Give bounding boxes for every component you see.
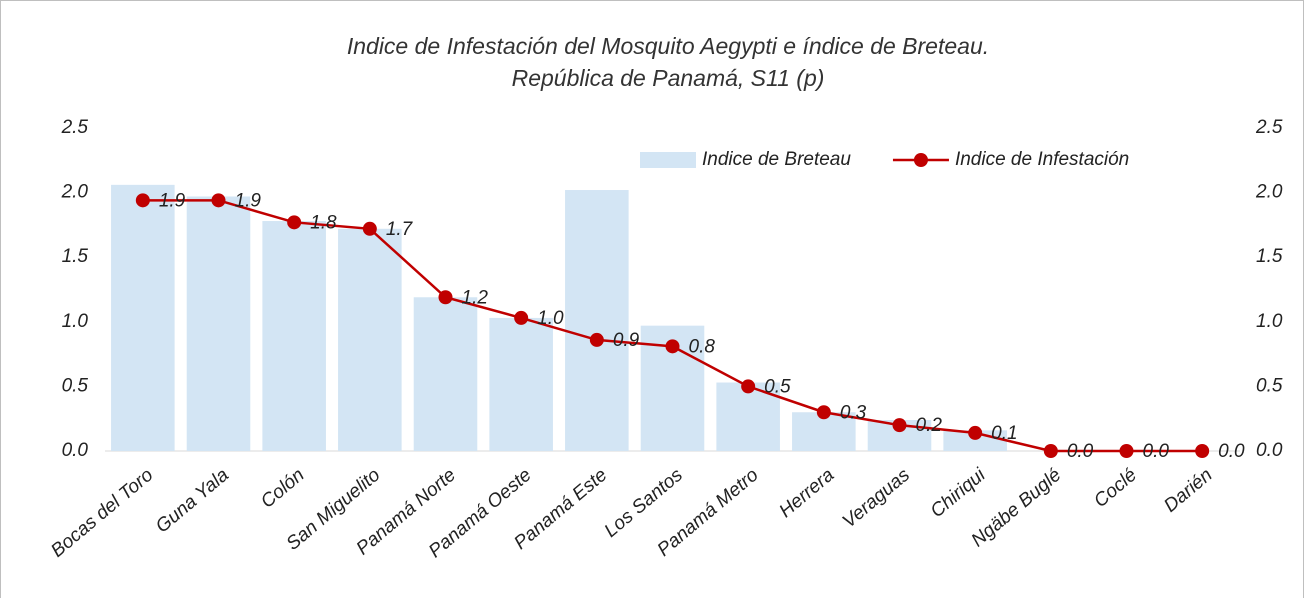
y2-tick-label: 0.5: [1256, 375, 1283, 396]
bar: [565, 190, 629, 452]
line-marker: [438, 290, 453, 305]
line-marker: [1195, 444, 1210, 458]
y2-tick-label: 0.0: [1256, 440, 1283, 461]
data-label: 0.8: [689, 336, 716, 357]
y2-tick-label: 2.5: [1255, 117, 1283, 138]
y-tick-label: 1.0: [62, 311, 89, 332]
line-marker: [665, 339, 680, 354]
data-label: 1.9: [159, 190, 186, 211]
bar: [338, 228, 402, 451]
bar: [186, 196, 251, 451]
y2-tick-label: 1.0: [1256, 311, 1283, 332]
data-label: 1.8: [310, 212, 337, 233]
bar: [413, 297, 478, 451]
data-label: 0.5: [764, 376, 791, 397]
line-marker: [589, 332, 604, 347]
chart-title: Indice de Infestación del Mosquito Aegyp…: [347, 33, 989, 59]
data-label: 0.0: [1143, 441, 1170, 462]
legend-swatch: [640, 152, 696, 168]
legend-label: Indice de Infestación: [955, 149, 1129, 170]
data-label: 0.3: [840, 402, 867, 423]
data-label: 1.2: [462, 287, 489, 308]
line-marker: [892, 418, 907, 433]
y-tick-label: 0.5: [62, 375, 89, 396]
legend-label: Indice de Breteau: [702, 149, 851, 170]
chart-subtitle: República de Panamá, S11 (p): [512, 65, 825, 91]
bar: [489, 317, 553, 451]
y2-tick-label: 1.5: [1256, 246, 1283, 267]
bar: [111, 184, 175, 451]
line-marker: [362, 221, 377, 236]
data-label: 0.2: [916, 415, 943, 436]
line-marker: [1043, 444, 1058, 458]
line-marker: [211, 193, 226, 208]
line-marker: [287, 215, 302, 230]
y-tick-label: 2.5: [61, 117, 89, 138]
bar: [262, 221, 326, 451]
line-marker: [968, 425, 983, 440]
y-tick-label: 1.5: [62, 246, 89, 267]
line-marker: [1119, 444, 1134, 458]
data-label: 0.0: [1067, 441, 1094, 462]
y2-tick-label: 2.0: [1255, 182, 1283, 203]
line-marker: [135, 193, 150, 208]
data-label: 0.0: [1218, 441, 1245, 462]
line-marker: [816, 405, 831, 420]
data-label: 0.1: [991, 423, 1017, 444]
data-label: 1.7: [386, 219, 414, 240]
line-marker: [741, 379, 756, 394]
data-label: 1.9: [235, 190, 262, 211]
data-label: 0.9: [613, 330, 640, 351]
y-tick-label: 2.0: [61, 182, 89, 203]
data-label: 1.0: [537, 308, 564, 329]
line-marker: [514, 310, 529, 325]
y-tick-label: 0.0: [62, 440, 89, 461]
legend-swatch: [913, 153, 928, 167]
